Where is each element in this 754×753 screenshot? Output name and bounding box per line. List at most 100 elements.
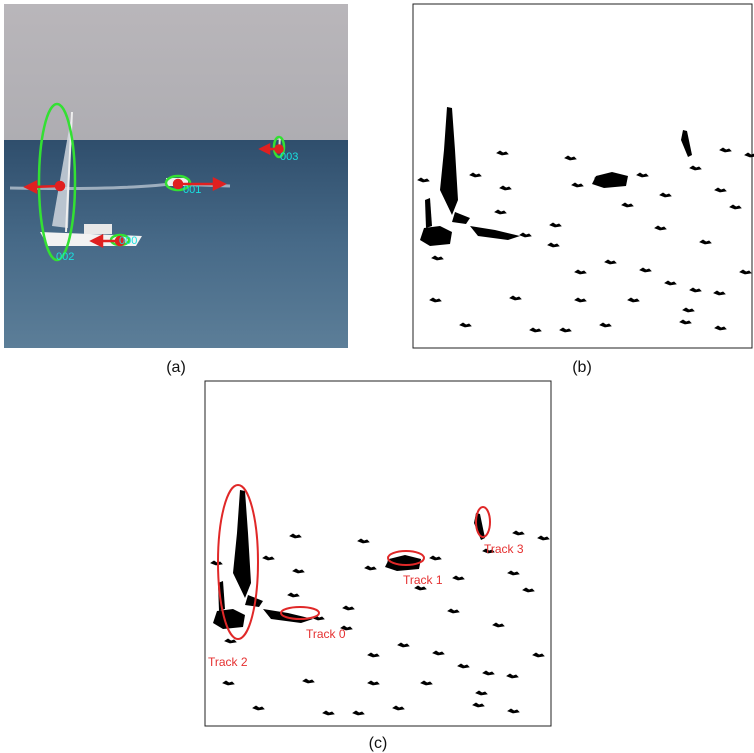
- speck: [507, 708, 520, 714]
- panel-label: (c): [369, 735, 388, 752]
- speck: [367, 652, 380, 658]
- speck: [739, 269, 752, 275]
- speck: [512, 530, 525, 536]
- speck: [679, 319, 692, 325]
- speck: [621, 202, 634, 208]
- speck: [392, 705, 405, 711]
- speck: [664, 280, 677, 286]
- speck: [506, 673, 519, 679]
- speck: [452, 575, 465, 581]
- speck: [447, 608, 460, 614]
- blob: [245, 595, 263, 607]
- speck: [496, 150, 509, 156]
- speck: [714, 187, 727, 193]
- speck: [537, 535, 550, 541]
- blob: [385, 555, 421, 571]
- speck: [482, 670, 495, 676]
- speck: [571, 182, 584, 188]
- speck: [559, 327, 572, 333]
- speck: [224, 638, 237, 644]
- speck: [522, 587, 535, 593]
- speck: [414, 585, 427, 591]
- speck: [364, 565, 377, 571]
- speck: [431, 255, 444, 261]
- speck: [699, 239, 712, 245]
- track-id: 003: [280, 151, 298, 163]
- speck: [574, 297, 587, 303]
- speck: [222, 680, 235, 686]
- speck: [547, 242, 560, 248]
- speck: [475, 690, 488, 696]
- speck: [210, 560, 223, 566]
- speck: [564, 155, 577, 161]
- speck: [397, 642, 410, 648]
- speck: [420, 680, 433, 686]
- speck: [432, 650, 445, 656]
- track-label: Track 0: [306, 627, 346, 641]
- track-id: 002: [56, 251, 74, 263]
- arrows: [23, 142, 284, 249]
- sky: [4, 4, 348, 142]
- speck: [417, 177, 430, 183]
- speck: [357, 538, 370, 544]
- speck: [574, 269, 587, 275]
- speck: [262, 555, 275, 561]
- cabin: [84, 224, 112, 234]
- speck: [509, 295, 522, 301]
- blob: [425, 198, 432, 228]
- speck: [302, 678, 315, 684]
- speck: [472, 702, 485, 708]
- track-label: Track 1: [403, 573, 443, 587]
- blob: [452, 212, 470, 224]
- speck: [469, 172, 482, 178]
- speck: [627, 297, 640, 303]
- speck: [689, 287, 702, 293]
- blob: [233, 490, 251, 598]
- speck: [342, 605, 355, 611]
- speck: [429, 297, 442, 303]
- photo: 000 001 002 003: [4, 4, 348, 348]
- track-id: 000: [119, 235, 137, 247]
- speck: [252, 705, 265, 711]
- panel-frame: [204, 380, 552, 727]
- speck: [599, 322, 612, 328]
- speck: [689, 165, 702, 171]
- speck: [494, 209, 507, 215]
- track-ellipse: [272, 135, 286, 159]
- panel-label: (b): [572, 359, 592, 376]
- speck: [507, 570, 520, 576]
- foreground-mask: [210, 490, 550, 716]
- speck: [594, 175, 607, 181]
- blob: [470, 226, 520, 240]
- speck: [367, 680, 380, 686]
- speck: [659, 192, 672, 198]
- speck: [499, 185, 512, 191]
- speck: [549, 222, 562, 228]
- speck: [729, 204, 742, 210]
- blob: [420, 226, 452, 246]
- speck: [352, 710, 365, 716]
- speck: [654, 225, 667, 231]
- blob: [213, 609, 245, 629]
- foreground-mask: [417, 107, 754, 333]
- speck: [719, 147, 732, 153]
- speck: [604, 259, 617, 265]
- blob: [592, 172, 628, 188]
- speck: [287, 592, 300, 598]
- blob: [681, 130, 692, 157]
- panel-label: (a): [166, 359, 186, 376]
- speck: [322, 710, 335, 716]
- speck: [744, 152, 754, 158]
- track-label: Track 3: [484, 542, 524, 556]
- panel-frame: [412, 3, 753, 349]
- track-label: Track 2: [208, 655, 248, 669]
- speck: [492, 622, 505, 628]
- speck: [457, 663, 470, 669]
- speck: [636, 172, 649, 178]
- track-ellipses: [217, 484, 491, 640]
- speck: [340, 625, 353, 631]
- speck: [292, 568, 305, 574]
- track-id: 001: [183, 184, 201, 196]
